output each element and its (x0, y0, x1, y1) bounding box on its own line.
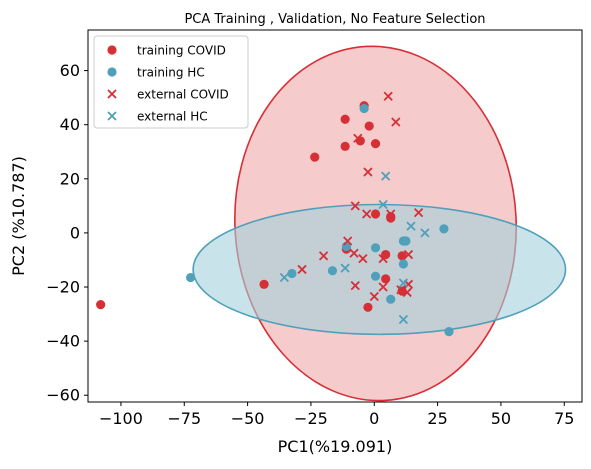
point-x (350, 201, 360, 211)
x-tick-label: 50 (491, 409, 511, 428)
y-tick-label: −60 (46, 386, 80, 405)
point-x (378, 282, 388, 292)
y-tick-label: −20 (46, 278, 80, 297)
point-circle (364, 121, 374, 131)
point-circle (310, 152, 320, 162)
point-circle (381, 249, 391, 260)
point-x (406, 221, 416, 231)
point-x (403, 249, 414, 260)
x-axis-label: PC1(%19.091) (278, 437, 393, 456)
legend-marker-x (107, 111, 117, 121)
point-x (381, 171, 391, 181)
legend-label: external COVID (137, 88, 229, 102)
point-x (318, 251, 329, 261)
point-x (383, 91, 393, 101)
point-x (386, 209, 396, 219)
point-circle (386, 212, 396, 222)
point-x (297, 264, 307, 275)
point-x (279, 272, 289, 283)
legend-label: training COVID (137, 44, 226, 58)
series-3 (279, 171, 430, 325)
legend: training COVID training HC external COVID e… (93, 35, 249, 129)
point-x (349, 248, 359, 258)
confidence-ellipses (192, 45, 567, 402)
y-tick-label: 0 (70, 223, 80, 242)
x-tick-label: 25 (427, 409, 447, 428)
point-x (402, 287, 412, 298)
point-circle (340, 141, 350, 151)
x-axis-ticks: −100 −75 −50 −25 0 25 50 75 (99, 402, 574, 428)
y-tick-label: −40 (46, 332, 80, 351)
point-x (378, 199, 388, 210)
chart-title: PCA Training , Validation, No Feature Se… (184, 12, 485, 27)
point-x (398, 314, 409, 325)
point-circle (340, 114, 350, 124)
point-x (396, 285, 406, 295)
plot-frame (87, 29, 583, 403)
point-x (353, 133, 363, 143)
point-x (362, 209, 372, 219)
point-circle (370, 243, 381, 253)
point-circle (370, 139, 381, 149)
series-2 (297, 91, 424, 302)
x-tick-label: −25 (294, 409, 328, 428)
point-circle (398, 259, 408, 269)
point-circle (96, 300, 106, 310)
point-circle (444, 327, 454, 337)
y-axis-label: PC2 (%10.787) (9, 156, 28, 276)
legend-marker-circle (107, 45, 117, 55)
ellipse-hc (192, 203, 567, 336)
data-points (96, 91, 454, 337)
point-x (350, 281, 360, 291)
point-x (378, 253, 388, 264)
point-circle (386, 294, 396, 304)
point-x (369, 291, 379, 302)
point-circle (370, 209, 381, 219)
x-tick-label: 75 (554, 409, 574, 428)
point-circle (327, 266, 338, 276)
legend-box (93, 35, 249, 129)
y-tick-label: 20 (60, 169, 80, 188)
series-1 (186, 103, 454, 337)
point-x (398, 278, 409, 288)
legend-label: external HC (137, 110, 208, 124)
y-tick-label: 60 (60, 61, 80, 80)
point-circle (259, 279, 269, 289)
point-x (413, 207, 424, 218)
x-tick-label: −75 (167, 409, 201, 428)
point-x (420, 228, 430, 238)
point-circle (186, 272, 196, 283)
point-x (391, 117, 401, 127)
y-axis-ticks: −60 −40 −20 0 20 40 60 (46, 61, 88, 405)
legend-marker-x (107, 89, 117, 99)
point-x (340, 263, 350, 273)
point-circle (370, 271, 381, 281)
point-circle (363, 302, 373, 312)
x-tick-label: −50 (231, 409, 265, 428)
point-circle (359, 103, 369, 114)
x-tick-label: 0 (369, 409, 379, 428)
x-tick-label: −100 (99, 409, 143, 428)
legend-label: training HC (137, 66, 205, 80)
point-circle (381, 274, 391, 284)
point-x (363, 167, 373, 177)
point-circle (287, 268, 297, 279)
point-x (358, 253, 368, 264)
legend-marker-circle (107, 67, 117, 77)
point-x (343, 236, 353, 246)
y-tick-label: 40 (60, 115, 80, 134)
point-circle (401, 236, 411, 246)
point-circle (439, 224, 449, 234)
